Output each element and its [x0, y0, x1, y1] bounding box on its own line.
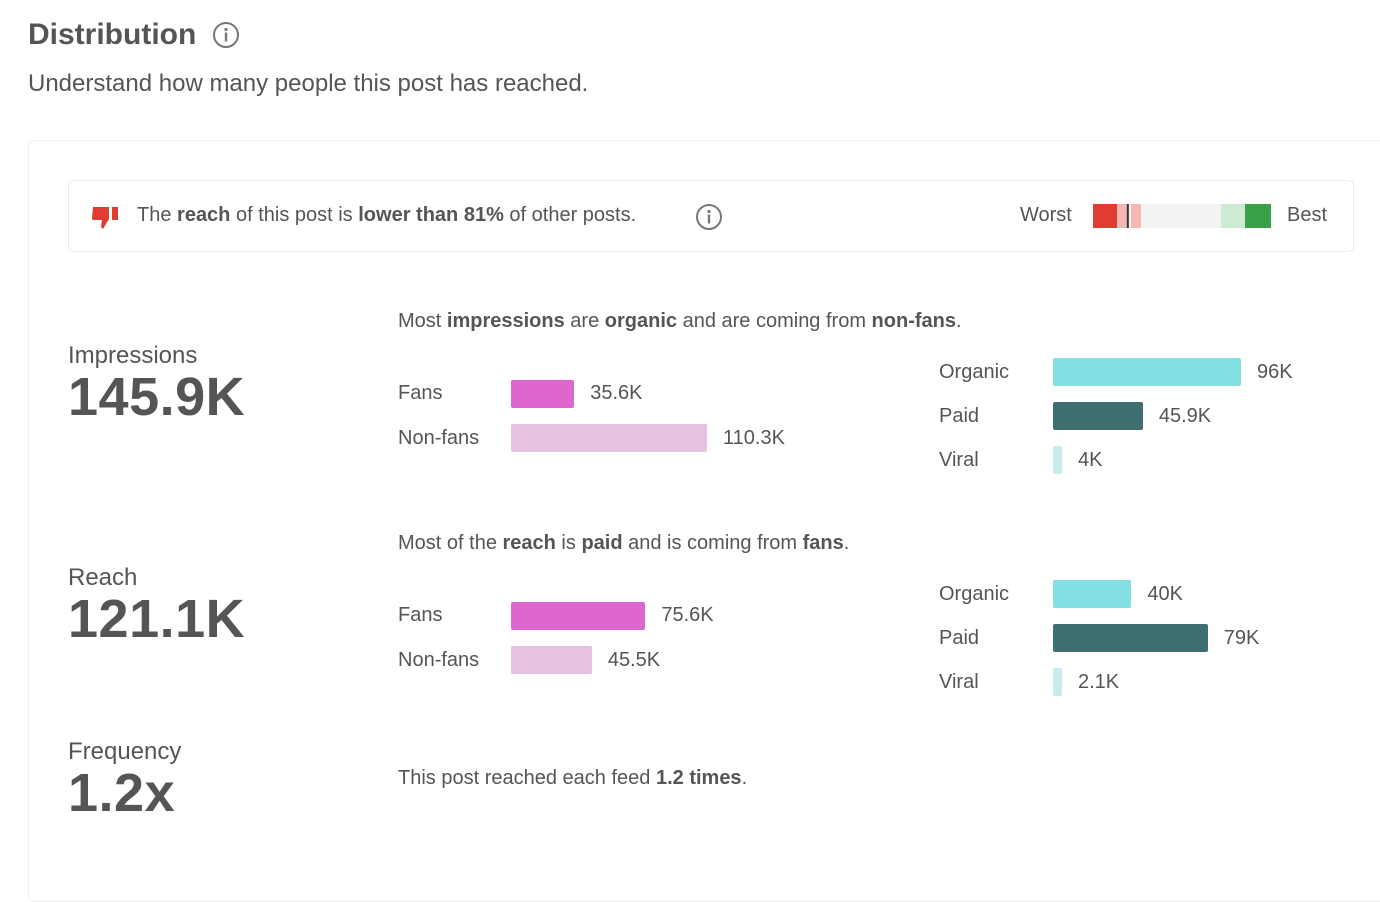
reach-viral-label: Viral: [939, 671, 979, 693]
scale-best-segment: [1245, 204, 1271, 228]
reach-organic-bar: [1053, 580, 1132, 608]
reach-nonfans-label: Non-fans: [398, 649, 480, 671]
reach-paid-bar: [1053, 624, 1208, 652]
benchmark-notice: The reach of this post is lower than 81%…: [68, 180, 1354, 252]
impressions-paid-value: 45.9K: [1158, 405, 1212, 427]
summary-text: and are coming from: [677, 310, 872, 332]
reach-paid-label: Paid: [939, 627, 980, 649]
summary-text: .: [843, 532, 850, 554]
scale-marker: [1126, 204, 1129, 228]
impressions-nonfans-bar: [511, 424, 707, 452]
scale-low-segment: [1117, 204, 1127, 228]
reach-nonfans-bar: [511, 646, 592, 674]
reach-value: 121.1K: [68, 589, 246, 649]
summary-emphasis: non-fans: [871, 310, 956, 332]
impressions-organic-bar: [1053, 358, 1241, 386]
section-title-row: Distribution: [28, 18, 240, 52]
reach-nonfans-value: 45.5K: [607, 649, 661, 671]
scale-low-segment: [1131, 204, 1141, 228]
impressions-paid-label: Paid: [939, 405, 980, 427]
summary-text: .: [955, 310, 962, 332]
benchmark-text-part: The: [137, 204, 178, 226]
reach-fans-bar: [511, 602, 646, 630]
summary-text: and is coming from: [622, 532, 803, 554]
section-title: Distribution: [28, 18, 197, 51]
benchmark-text-part: of this post is: [230, 204, 359, 226]
summary-text: is: [555, 532, 582, 554]
impressions-fans-bar: [511, 380, 575, 408]
distribution-card: [28, 140, 1380, 902]
scale-best-label: Best: [1287, 204, 1328, 226]
impressions-viral-label: Viral: [939, 449, 979, 471]
percentile-scale: [1093, 204, 1271, 228]
scale-worst-segment: [1093, 204, 1117, 228]
reach-label: Reach: [68, 564, 138, 591]
impressions-fans-value: 35.6K: [590, 382, 643, 404]
frequency-summary: This post reached each feed 1.2 times.: [398, 767, 747, 790]
summary-emphasis: reach: [502, 532, 556, 554]
impressions-viral-value: 4K: [1078, 449, 1103, 471]
impressions-nonfans-value: 110.3K: [723, 427, 785, 449]
frequency-label: Frequency: [68, 738, 182, 765]
reach-summary: Most of the reach is paid and is coming …: [398, 532, 849, 555]
reach-viral-value: 2.1K: [1078, 671, 1120, 693]
impressions-summary: Most impressions are organic and are com…: [398, 310, 962, 333]
impressions-fans-label: Fans: [398, 382, 443, 404]
benchmark-text: The reach of this post is lower than 81%…: [137, 204, 636, 227]
reach-paid-value: 79K: [1223, 627, 1260, 649]
info-icon[interactable]: [212, 21, 240, 49]
summary-emphasis: fans: [802, 532, 844, 554]
summary-text: .: [741, 767, 748, 789]
section-subtitle: Understand how many people this post has…: [28, 70, 589, 97]
summary-emphasis: 1.2 times: [655, 767, 742, 789]
reach-fans-value: 75.6K: [661, 604, 714, 626]
summary-text: Most of the: [398, 532, 503, 554]
summary-emphasis: organic: [604, 310, 678, 332]
summary-emphasis: impressions: [446, 310, 565, 332]
impressions-label: Impressions: [68, 342, 198, 369]
summary-text: are: [564, 310, 605, 332]
scale-worst-label: Worst: [1020, 204, 1072, 226]
scale-high-segment: [1221, 204, 1245, 228]
reach-organic-value: 40K: [1147, 583, 1183, 605]
thumbs-down-icon: [92, 207, 118, 229]
reach-organic-label: Organic: [939, 583, 1010, 605]
frequency-value: 1.2x: [68, 763, 176, 823]
benchmark-comparison: lower than 81%: [358, 204, 504, 226]
summary-text: Most: [398, 310, 447, 332]
benchmark-text-part: of other posts.: [503, 204, 637, 226]
reach-viral-bar: [1053, 668, 1062, 696]
reach-fans-label: Fans: [398, 604, 443, 626]
impressions-value: 145.9K: [68, 367, 246, 427]
impressions-nonfans-label: Non-fans: [398, 427, 480, 449]
impressions-organic-label: Organic: [939, 361, 1010, 383]
impressions-paid-bar: [1053, 402, 1143, 430]
summary-emphasis: paid: [581, 532, 623, 554]
impressions-organic-value: 96K: [1257, 361, 1293, 383]
benchmark-metric: reach: [177, 204, 231, 226]
impressions-viral-bar: [1053, 446, 1062, 474]
summary-text: This post reached each feed: [398, 767, 656, 789]
info-icon[interactable]: [695, 203, 723, 231]
